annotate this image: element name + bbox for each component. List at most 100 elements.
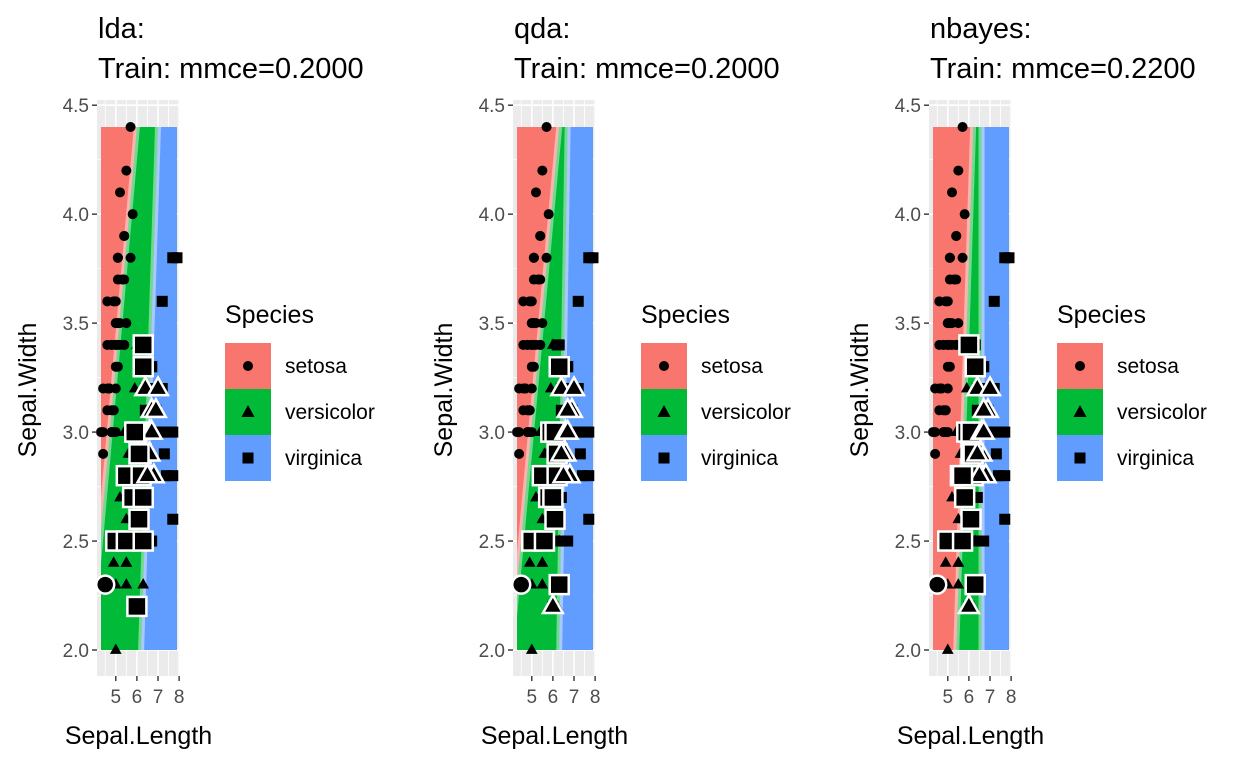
point-versicolor [536, 578, 549, 589]
point-setosa [112, 252, 123, 263]
point-setosa [953, 165, 964, 176]
point-virginica [160, 470, 172, 482]
y-tick-label: 2.5 [479, 532, 505, 553]
point-setosa-misclassified [510, 574, 532, 595]
point-setosa [934, 383, 945, 394]
point-setosa [953, 318, 964, 329]
point-virginica-misclassified [132, 486, 154, 509]
point-virginica-misclassified [960, 508, 982, 530]
point-virginica [990, 448, 1002, 460]
point-virginica-misclassified [128, 443, 150, 465]
axes: 2.0 2.5 3.0 3.5 4.0 4.5 5 6 7 8 Sepal.Length Sepal.… [14, 96, 212, 750]
legend-title: Species [641, 301, 730, 329]
x-tick-label: 5 [942, 687, 953, 708]
point-versicolor-misclassified [967, 462, 992, 484]
axes: 2.0 2.5 3.0 3.5 4.0 4.5 5 6 7 8 Sepal.Length Sepal.… [430, 96, 628, 750]
panel-1: qda: Train: mmce=0.2000 2.0 2.5 3.0 3.5 4.0 4.5… [430, 13, 791, 750]
point-versicolor [137, 578, 150, 589]
plot-title-line1: qda: [514, 13, 570, 45]
point-setosa [528, 339, 539, 350]
legend-square-icon [242, 452, 254, 464]
point-setosa [942, 318, 953, 329]
y-tick-label: 3.5 [63, 314, 89, 335]
point-setosa [125, 252, 136, 263]
point-setosa [514, 448, 525, 459]
point-virginica [572, 295, 584, 307]
point-virginica-misclassified [533, 530, 556, 552]
point-virginica-misclassified [132, 334, 154, 356]
legend-label-virginica: virginica [701, 447, 778, 470]
plot-title-line2: Train: mmce=0.2000 [514, 53, 780, 85]
point-virginica [156, 426, 168, 438]
point-virginica [583, 470, 595, 482]
point-setosa [110, 318, 121, 329]
point-virginica [999, 470, 1011, 482]
point-virginica [167, 426, 179, 438]
point-setosa [533, 274, 544, 285]
data-points [510, 122, 599, 654]
point-virginica [999, 513, 1011, 525]
legend-triangle-icon [657, 405, 671, 417]
point-virginica [1003, 252, 1015, 264]
point-virginica-misclassified [132, 530, 154, 552]
y-tick-label: 4.0 [63, 205, 89, 226]
point-setosa [940, 405, 951, 416]
point-virginica-misclassified [953, 486, 976, 509]
point-setosa [518, 383, 529, 394]
point-setosa [930, 427, 941, 438]
point-setosa [541, 252, 552, 263]
legend-title: Species [1057, 301, 1146, 329]
point-setosa [127, 209, 138, 220]
point-virginica [999, 426, 1011, 438]
legend: Species setosa versicolor virginica [641, 301, 791, 481]
point-versicolor-misclassified [139, 418, 164, 440]
x-tick-label: 6 [964, 687, 975, 708]
point-versicolor [952, 556, 965, 567]
point-setosa [537, 165, 548, 176]
y-tick-label: 3.5 [479, 314, 505, 335]
point-setosa [942, 361, 953, 372]
legend-label-setosa: setosa [1117, 355, 1179, 378]
point-setosa-misclassified [94, 574, 116, 595]
point-versicolor [120, 578, 133, 589]
point-setosa [942, 383, 953, 394]
point-setosa [528, 252, 539, 263]
y-tick-label: 3.5 [895, 314, 921, 335]
region-setosa [517, 127, 560, 585]
point-versicolor-misclassified [956, 592, 981, 615]
plot-title-line1: lda: [98, 13, 145, 45]
x-tick-label: 7 [569, 687, 580, 708]
axes: 2.0 2.5 3.0 3.5 4.0 4.5 5 6 7 8 Sepal.Length Sepal.… [846, 96, 1044, 750]
point-versicolor-misclassified [551, 462, 576, 484]
point-virginica [158, 448, 170, 460]
legend-label-setosa: setosa [285, 355, 347, 378]
point-setosa [524, 405, 535, 416]
point-setosa [944, 252, 955, 263]
point-setosa [121, 318, 132, 329]
point-setosa [944, 339, 955, 350]
point-versicolor-misclassified [549, 440, 574, 462]
legend-title: Species [225, 301, 314, 329]
point-setosa [115, 187, 125, 198]
legend-label-setosa: setosa [701, 355, 763, 378]
point-setosa [108, 405, 119, 416]
point-setosa [543, 209, 554, 220]
point-setosa [531, 187, 541, 198]
point-setosa [535, 230, 546, 241]
x-tick-label: 8 [590, 687, 601, 708]
point-virginica-misclassified [124, 421, 146, 443]
x-tick-label: 5 [110, 687, 121, 708]
point-versicolor [525, 643, 538, 654]
y-tick-label: 3.0 [63, 423, 89, 444]
point-virginica-misclassified [964, 573, 986, 596]
point-virginica [988, 295, 1000, 307]
point-virginica [156, 295, 168, 307]
point-virginica [978, 535, 990, 547]
point-setosa [108, 296, 119, 307]
point-versicolor-misclassified [971, 396, 996, 419]
point-virginica-misclassified [544, 508, 566, 530]
point-versicolor-misclassified [143, 396, 168, 419]
data-points [94, 122, 183, 654]
y-tick-label: 4.0 [895, 205, 921, 226]
plot-title-line1: nbayes: [930, 13, 1032, 45]
